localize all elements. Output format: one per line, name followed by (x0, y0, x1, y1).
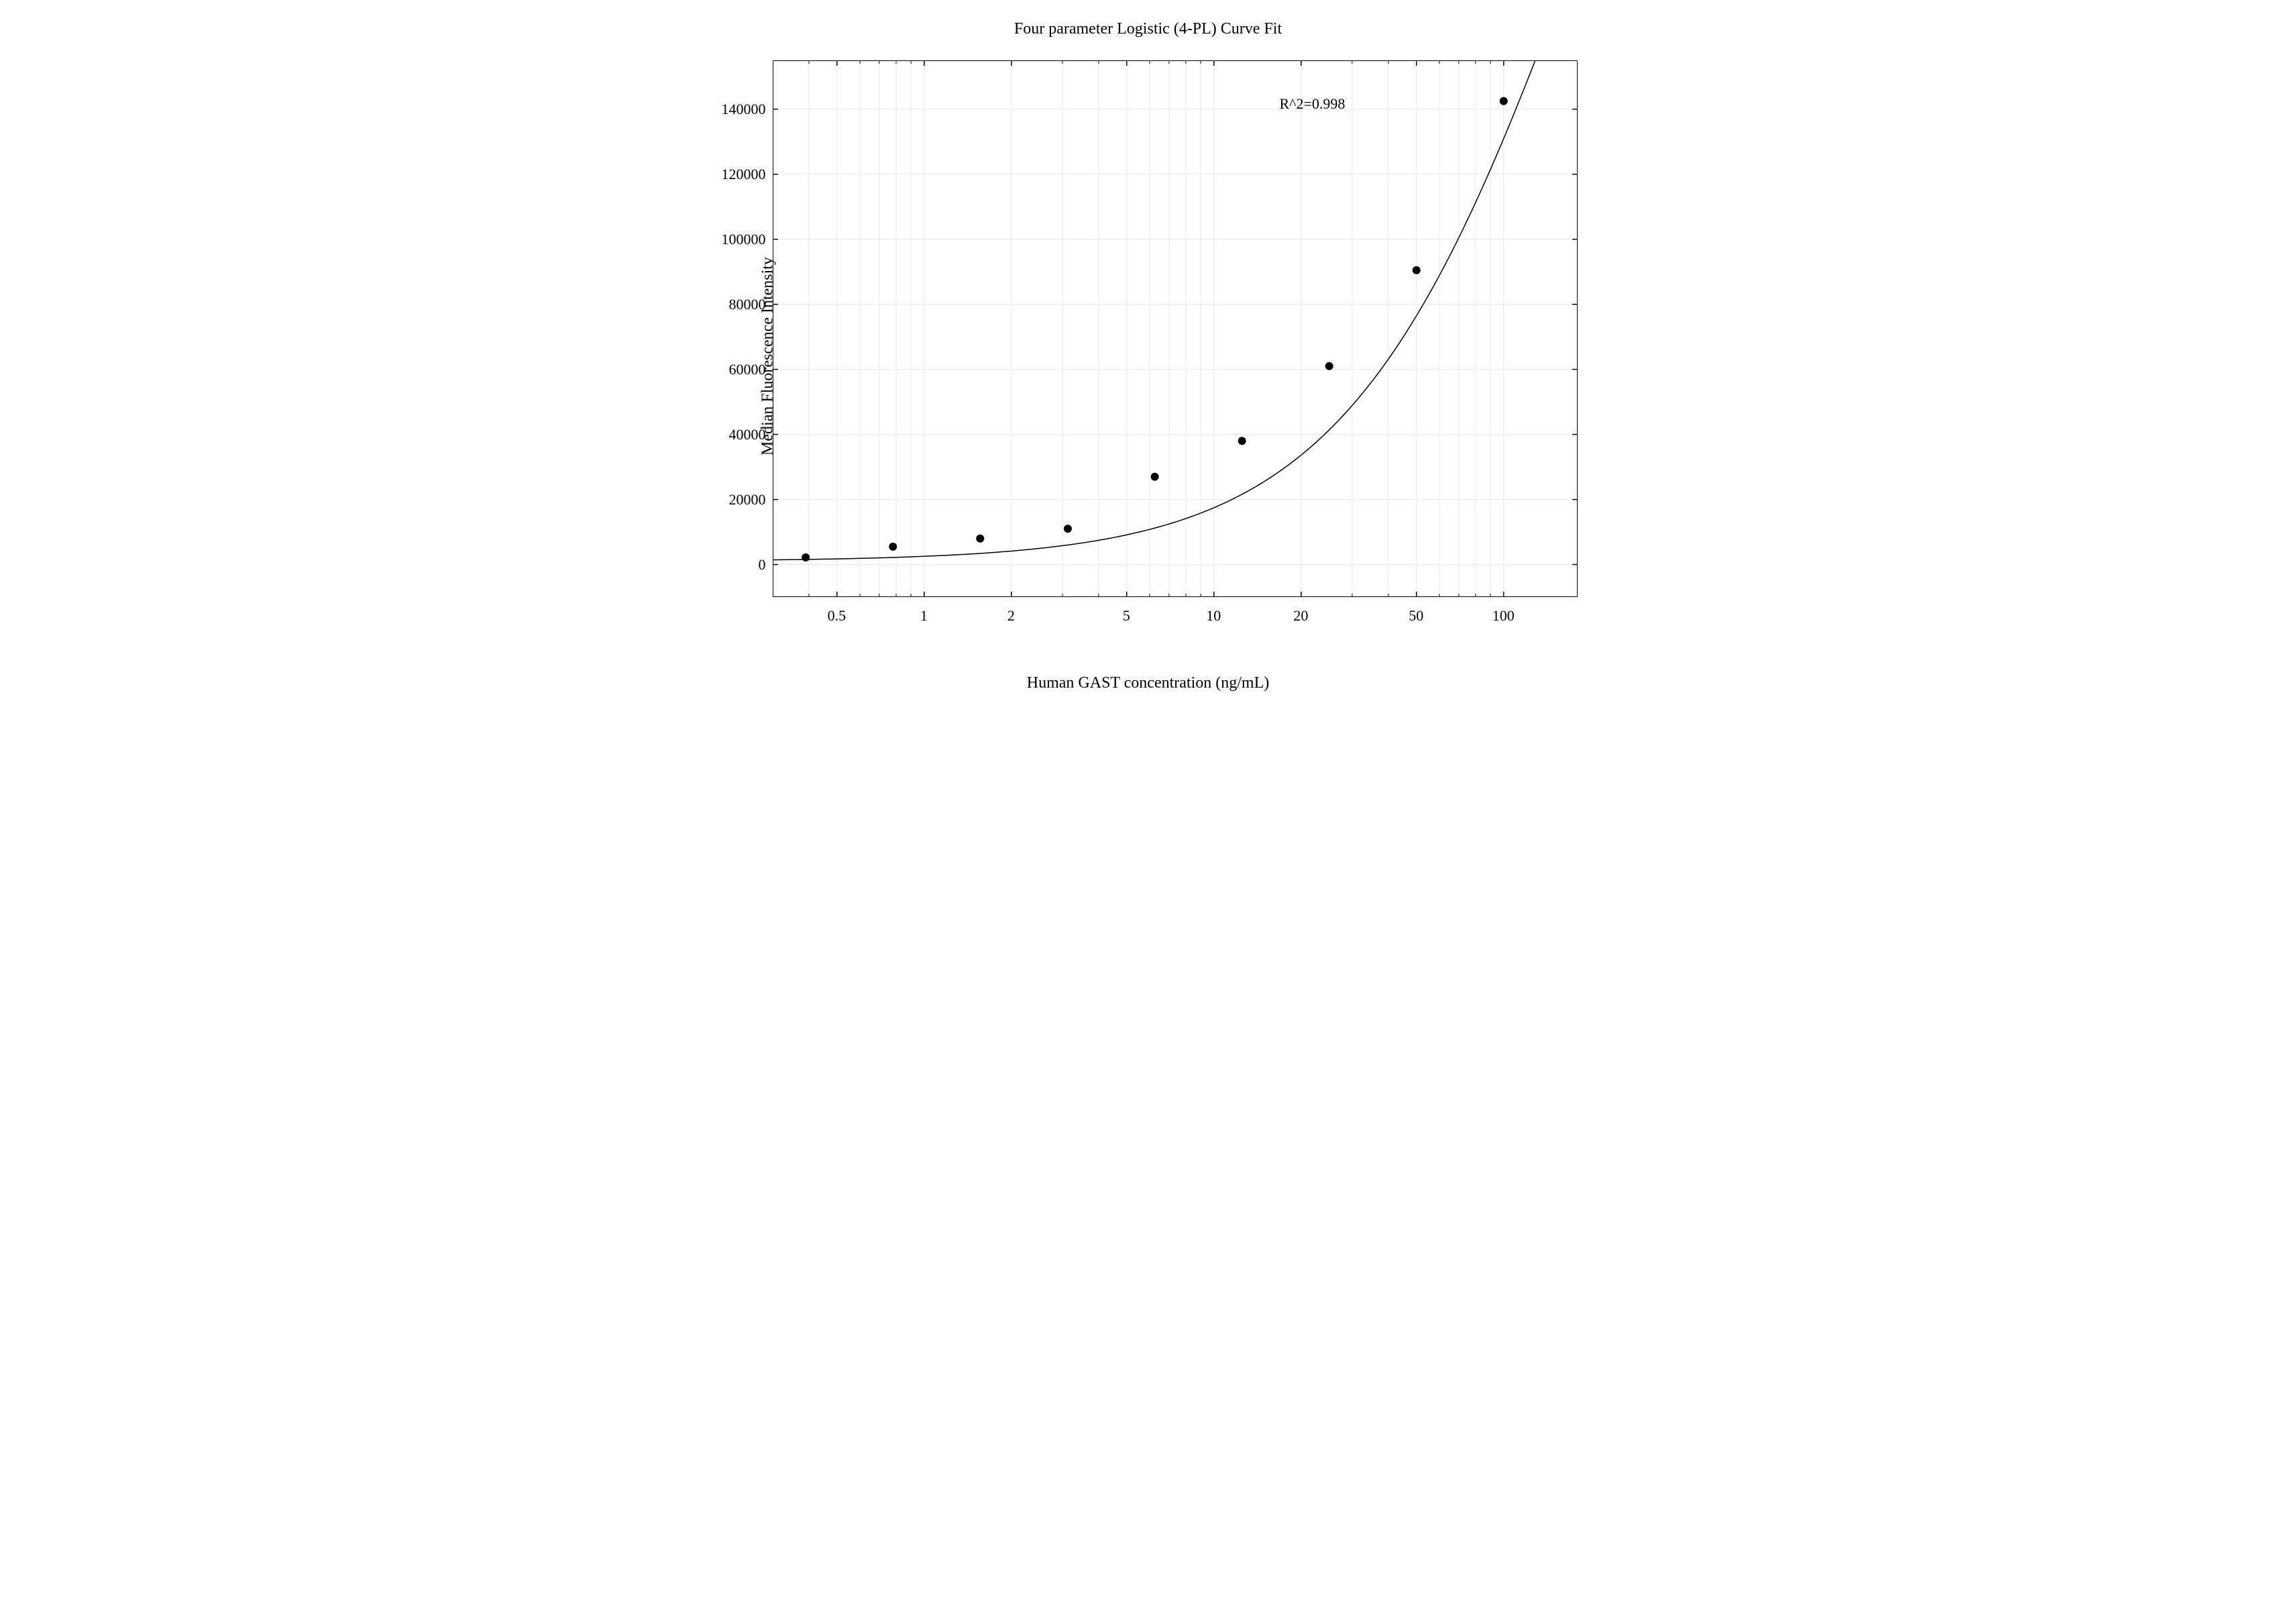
y-tick-label: 40000 (729, 426, 766, 443)
x-tick-label: 10 (1206, 607, 1221, 625)
x-tick-label: 1 (920, 607, 928, 625)
x-tick-label: 5 (1123, 607, 1130, 625)
y-tick-label: 20000 (729, 491, 766, 509)
y-tick-label: 60000 (729, 361, 766, 378)
x-tick-label: 100 (1492, 607, 1515, 625)
x-tick-label: 2 (1007, 607, 1015, 625)
x-tick-label: 50 (1409, 607, 1423, 625)
y-tick-label: 80000 (729, 296, 766, 313)
y-tick-label: 0 (759, 556, 766, 574)
y-tick-label: 140000 (722, 101, 766, 118)
x-tick-label: 0.5 (828, 607, 846, 625)
r-squared-annotation: R^2=0.998 (1280, 95, 1346, 113)
y-tick-label: 120000 (722, 166, 766, 183)
x-axis-label: Human GAST concentration (ng/mL) (639, 674, 1658, 692)
chart-title: Four parameter Logistic (4-PL) Curve Fit (639, 20, 1658, 38)
chart-container: Four parameter Logistic (4-PL) Curve Fit… (639, 0, 1658, 712)
y-tick-label: 100000 (722, 231, 766, 248)
x-tick-label: 20 (1293, 607, 1308, 625)
plot-area: R^2=0.998 (773, 60, 1578, 597)
chart-svg (773, 60, 1578, 597)
